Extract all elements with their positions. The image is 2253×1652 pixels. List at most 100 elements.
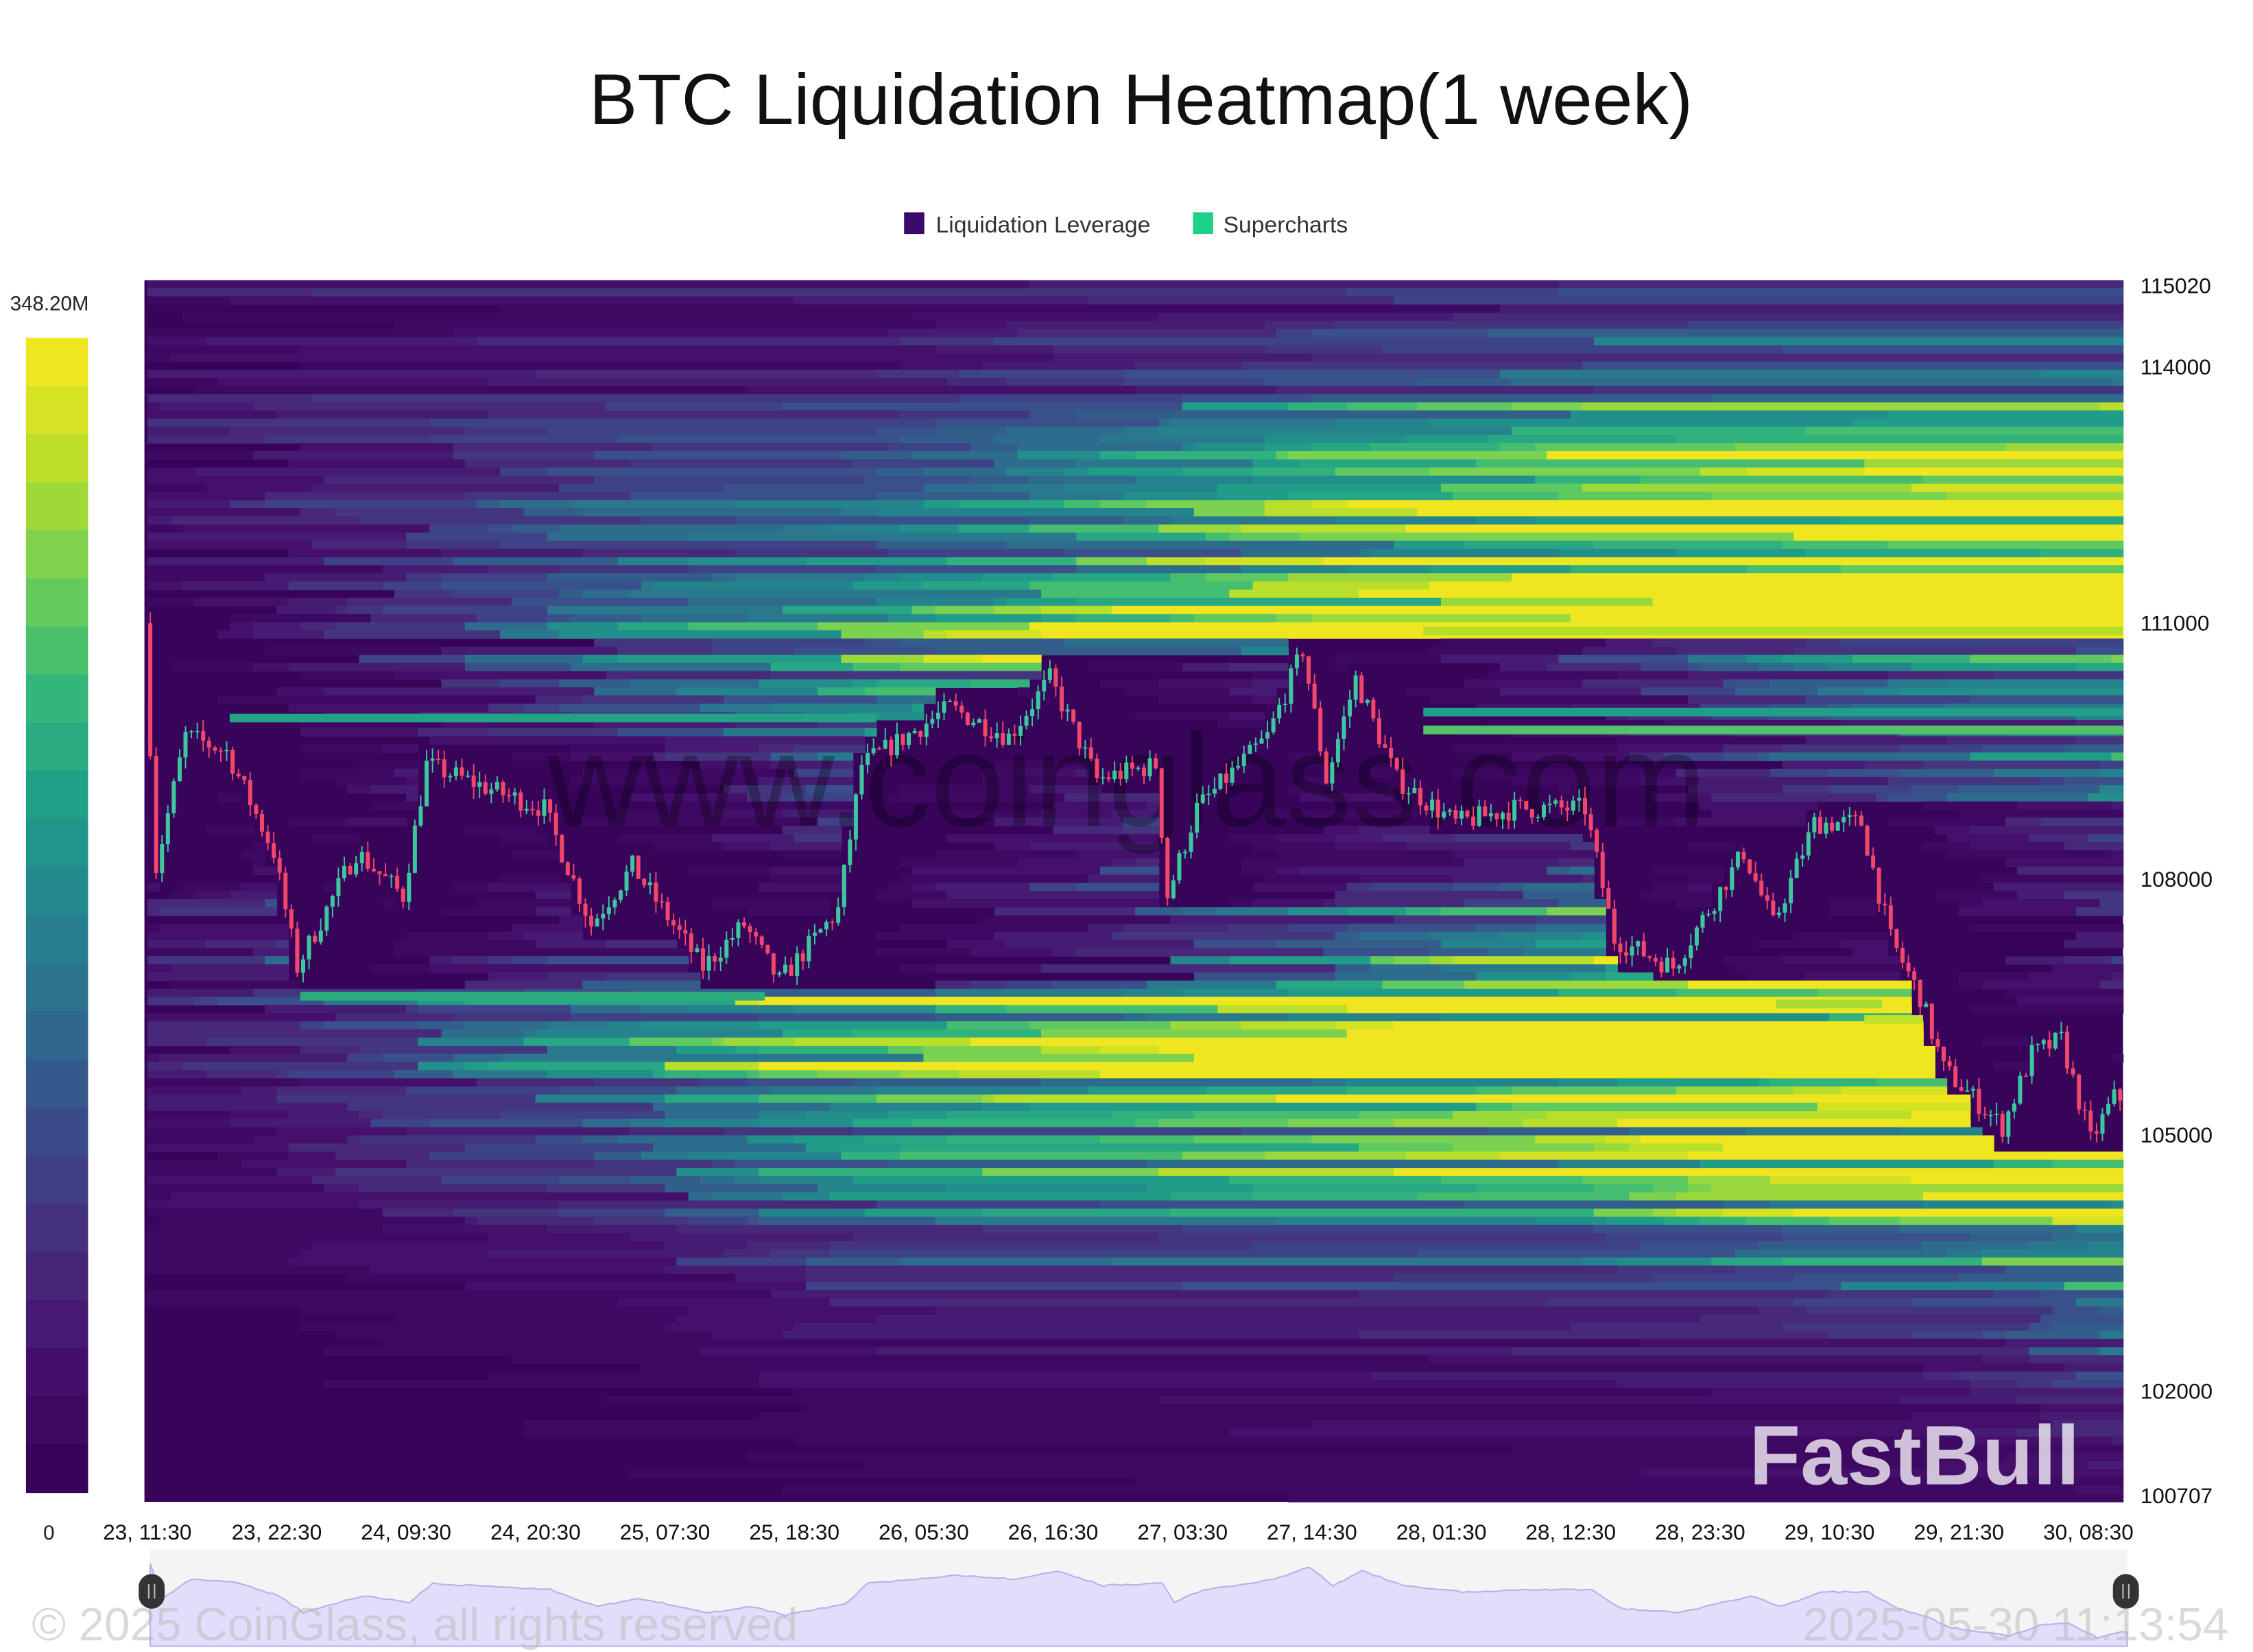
heatmap-cell [1993,883,2124,891]
heatmap-cell [2088,1461,2124,1470]
heatmap-cell [1652,1184,1689,1193]
heatmap-cell [735,1273,807,1283]
plot-area[interactable]: www.coinglass.com FastBull [144,280,2124,1503]
heatmap-cell [147,1086,242,1095]
heatmap-cell [1946,834,2030,843]
heatmap-cell [2040,1314,2124,1324]
heatmap-cell [147,483,207,492]
heatmap-cell [1182,402,1289,411]
candlestick [2088,1100,2093,1140]
heatmap-cell [1288,573,1512,582]
heatmap-cell [464,826,536,835]
heatmap-cell [676,1086,772,1095]
heatmap-cell [1076,597,1442,607]
heatmap-cell [347,1273,736,1283]
heatmap-cell [147,744,148,754]
heatmap-cell [1041,1029,1348,1038]
candlestick [971,718,976,728]
heatmap-cell [923,1053,1195,1063]
legend-item-liquidation-leverage[interactable]: Liquidation Leverage [904,212,1151,238]
heatmap-cell [1005,467,1066,477]
heatmap-cell [241,1086,278,1095]
candlestick [248,771,252,817]
heatmap-cell [300,361,901,370]
candlestick [1124,755,1129,783]
candlestick [318,918,323,945]
heatmap-cell [994,842,1030,851]
heatmap-cell [1252,899,1324,908]
heatmap-cell [1017,769,1077,778]
candlestick [630,854,635,877]
heatmap-cell [276,939,289,948]
heatmap-cell [1511,752,1630,761]
heatmap-cell [1700,1160,1994,1169]
heatmap-cell [1182,1282,1841,1291]
heatmap-cell [1558,1160,1700,1169]
heatmap-cell [2040,370,2124,379]
heatmap-cell [1252,679,1289,689]
heatmap-cell [723,1037,795,1046]
heatmap-cell [1029,1102,1477,1112]
candlestick [342,857,347,882]
heatmap-cell [1252,1184,1477,1193]
heatmap-cell [1335,467,1430,477]
heatmap-cell [759,1175,854,1185]
heatmap-cell [982,1094,995,1103]
heatmap-cell [982,1225,1183,1234]
colorbar-step [25,482,88,531]
heatmap-cell [2111,752,2124,761]
heatmap-cell [147,948,254,957]
heatmap-cell [1641,1339,2006,1348]
heatmap-cell [782,1485,2077,1494]
heatmap-cell [1158,679,1254,689]
heatmap-cell [1511,402,1583,411]
heatmap-cell [1429,948,1489,957]
heatmap-cell [853,1233,1160,1242]
candlestick [2082,1101,2087,1121]
heatmap-cell [747,907,831,916]
heatmap-cell [629,1233,854,1242]
navigator[interactable] [139,1549,2139,1647]
heatmap-cell [959,394,1183,403]
heatmap-cell [876,695,936,704]
heatmap-cell [147,923,160,933]
heatmap-cell [405,1086,560,1095]
heatmap-cell [1323,826,1359,835]
navigator-right-handle[interactable] [2112,1574,2139,1609]
heatmap-cell [171,964,289,973]
heatmap-cell [2111,801,2124,811]
candlestick [1853,810,1858,827]
heatmap-cell [1558,1078,1618,1087]
heatmap-cell [464,654,584,664]
heatmap-cell [253,1135,348,1145]
legend-label: Liquidation Leverage [936,213,1151,238]
candlestick [1248,741,1252,754]
heatmap-cell [759,776,854,786]
heatmap-cell [370,785,419,794]
heatmap-cell [1676,435,2124,444]
candlestick [1817,810,1822,834]
candlestick [1606,881,1611,909]
heatmap-cell [382,1225,548,1234]
heatmap-cell [1946,1249,1983,1258]
candlestick [148,612,153,760]
heatmap-cell [147,1037,207,1046]
heatmap-cell [665,744,760,754]
candlestick [724,931,729,964]
heatmap-cell [606,939,678,948]
heatmap-cell [1617,1118,1971,1128]
heatmap-cell [547,1045,678,1055]
heatmap-cell [1170,418,1336,427]
legend-item-supercharts[interactable]: Supercharts [1193,212,1348,238]
heatmap-cell [1241,858,1466,867]
heatmap-cell [1335,516,1477,525]
candlestick [1353,670,1358,708]
heatmap-cell [147,353,171,363]
candlestick [642,878,647,888]
candlestick [1694,925,1699,950]
colorbar-step [25,963,88,1012]
heatmap-cell [1158,1118,1289,1128]
heatmap-cell [300,508,337,517]
heatmap-cell [500,874,560,883]
navigator-left-handle[interactable] [139,1574,165,1609]
